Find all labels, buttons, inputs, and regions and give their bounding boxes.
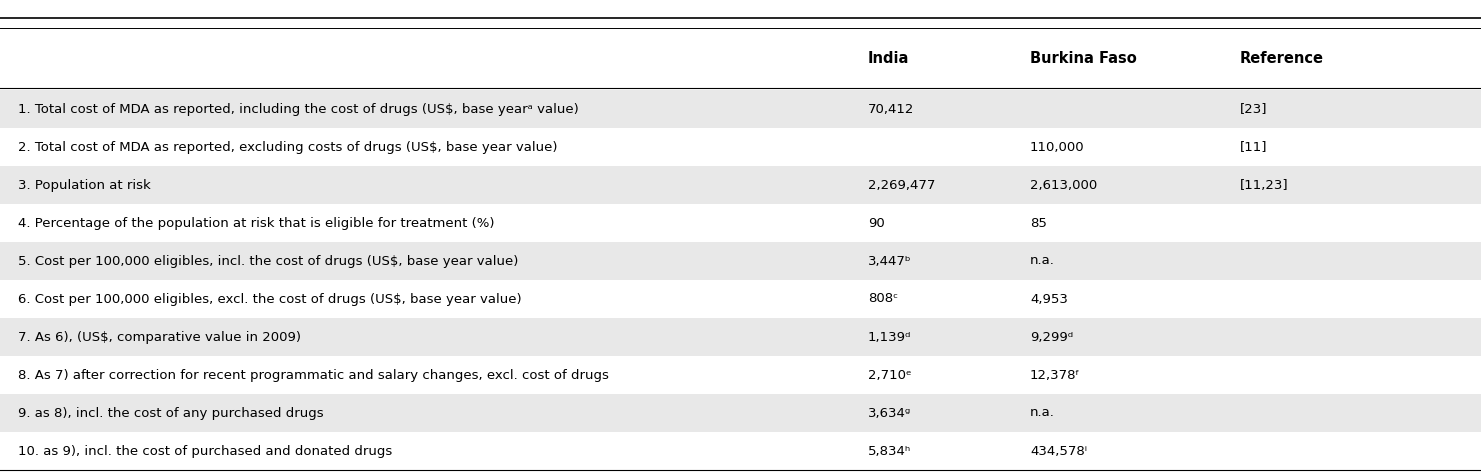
Text: 12,378ᶠ: 12,378ᶠ <box>1029 368 1080 382</box>
Text: 10. as 9), incl. the cost of purchased and donated drugs: 10. as 9), incl. the cost of purchased a… <box>18 445 392 457</box>
Bar <box>0 90 1481 128</box>
Bar <box>0 128 1481 166</box>
Text: 1,139ᵈ: 1,139ᵈ <box>868 330 911 344</box>
Bar <box>0 318 1481 356</box>
Text: 5. Cost per 100,000 eligibles, incl. the cost of drugs (US$, base year value): 5. Cost per 100,000 eligibles, incl. the… <box>18 255 518 267</box>
Text: 2,269,477: 2,269,477 <box>868 179 936 191</box>
Bar <box>0 356 1481 394</box>
Bar <box>0 242 1481 280</box>
Bar <box>0 394 1481 432</box>
Text: 4,953: 4,953 <box>1029 292 1068 306</box>
Text: 9,299ᵈ: 9,299ᵈ <box>1029 330 1074 344</box>
Text: 434,578ⁱ: 434,578ⁱ <box>1029 445 1087 457</box>
Text: [11]: [11] <box>1240 140 1268 154</box>
Text: 3,447ᵇ: 3,447ᵇ <box>868 255 912 267</box>
Text: 3. Population at risk: 3. Population at risk <box>18 179 151 191</box>
Text: 9. as 8), incl. the cost of any purchased drugs: 9. as 8), incl. the cost of any purchase… <box>18 407 324 419</box>
Text: n.a.: n.a. <box>1029 255 1054 267</box>
Text: 90: 90 <box>868 217 884 229</box>
Text: 6. Cost per 100,000 eligibles, excl. the cost of drugs (US$, base year value): 6. Cost per 100,000 eligibles, excl. the… <box>18 292 521 306</box>
Text: 85: 85 <box>1029 217 1047 229</box>
Text: 808ᶜ: 808ᶜ <box>868 292 897 306</box>
Bar <box>0 166 1481 204</box>
Text: n.a.: n.a. <box>1029 407 1054 419</box>
Text: 2. Total cost of MDA as reported, excluding costs of drugs (US$, base year value: 2. Total cost of MDA as reported, exclud… <box>18 140 557 154</box>
Bar <box>0 204 1481 242</box>
Text: 70,412: 70,412 <box>868 102 914 116</box>
Bar <box>0 280 1481 318</box>
Text: 2,613,000: 2,613,000 <box>1029 179 1097 191</box>
Text: 7. As 6), (US$, comparative value in 2009): 7. As 6), (US$, comparative value in 200… <box>18 330 301 344</box>
Text: 8. As 7) after correction for recent programmatic and salary changes, excl. cost: 8. As 7) after correction for recent pro… <box>18 368 609 382</box>
Text: 2,710ᵉ: 2,710ᵉ <box>868 368 912 382</box>
Text: 4. Percentage of the population at risk that is eligible for treatment (%): 4. Percentage of the population at risk … <box>18 217 495 229</box>
Text: 1. Total cost of MDA as reported, including the cost of drugs (US$, base yearᵃ v: 1. Total cost of MDA as reported, includ… <box>18 102 579 116</box>
Text: 110,000: 110,000 <box>1029 140 1084 154</box>
Text: Reference: Reference <box>1240 51 1324 65</box>
Text: [11,23]: [11,23] <box>1240 179 1288 191</box>
Text: 3,634ᵍ: 3,634ᵍ <box>868 407 911 419</box>
Text: Burkina Faso: Burkina Faso <box>1029 51 1137 65</box>
Text: [23]: [23] <box>1240 102 1268 116</box>
Text: 5,834ʰ: 5,834ʰ <box>868 445 911 457</box>
Bar <box>0 432 1481 470</box>
Text: India: India <box>868 51 909 65</box>
